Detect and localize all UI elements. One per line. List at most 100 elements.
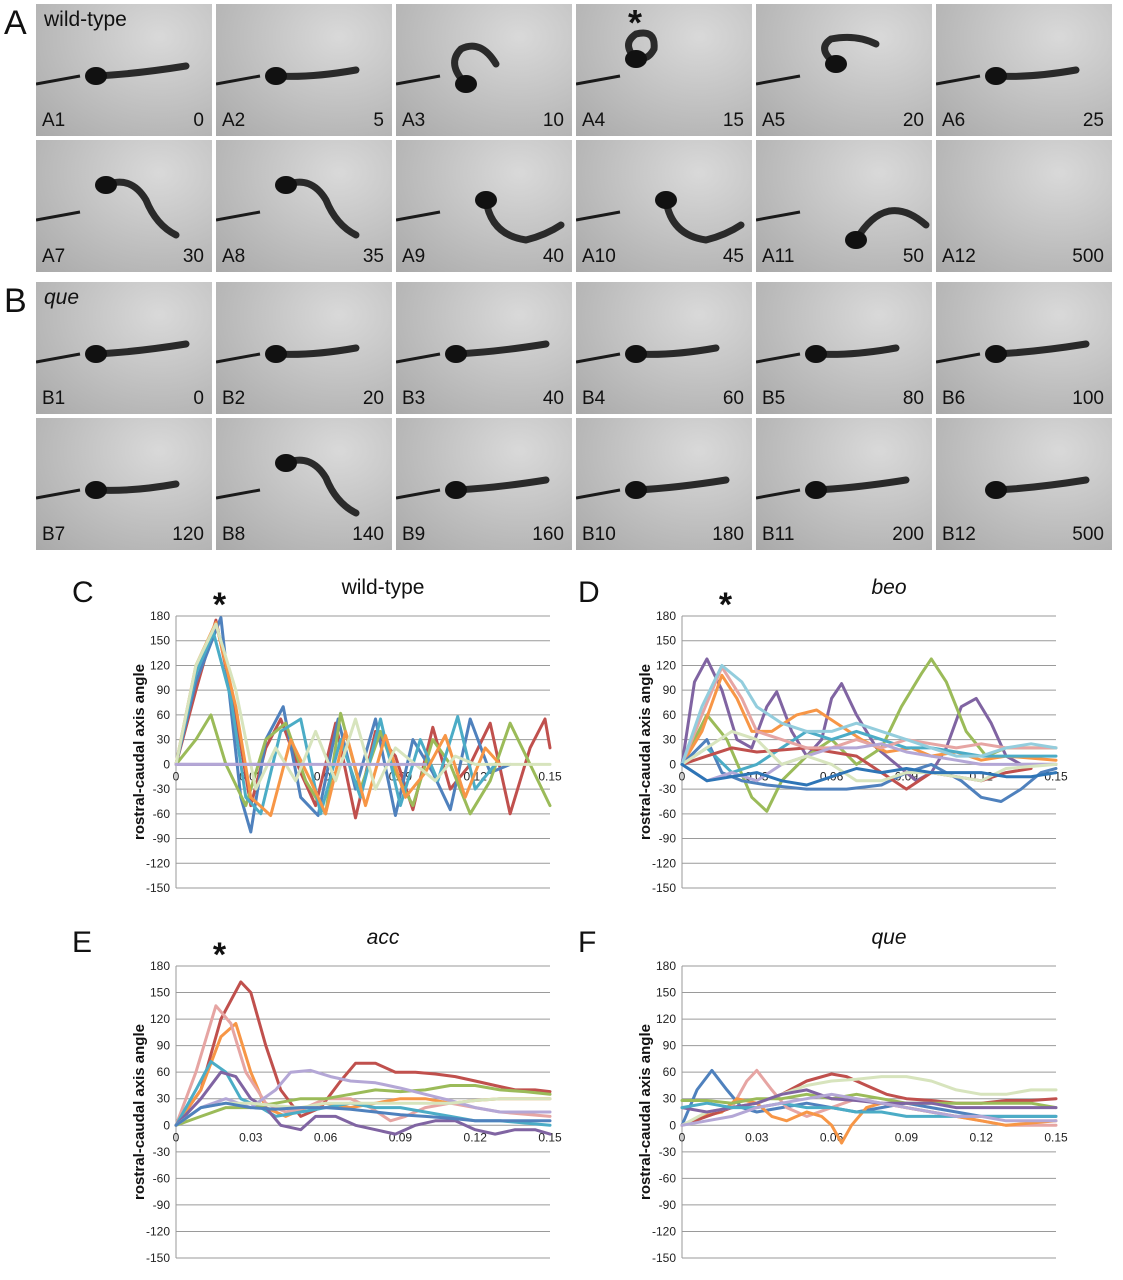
y-tick-label: -90 [153, 832, 171, 846]
frame-time: 5 [373, 110, 384, 131]
y-tick-label: 30 [157, 733, 171, 747]
fish-image [396, 340, 550, 364]
frame-time: 20 [362, 388, 384, 409]
y-tick-label: -150 [652, 881, 676, 895]
y-tick-label: 90 [157, 683, 171, 697]
series-line [174, 1084, 552, 1127]
series-line [680, 762, 1058, 787]
fish-head [985, 481, 1007, 499]
probe-rod [756, 352, 801, 364]
fish-head [275, 454, 297, 472]
y-tick-label: -90 [153, 1198, 171, 1212]
y-tick-label: 0 [163, 757, 170, 771]
series-line [680, 729, 1058, 783]
frame-time: 200 [892, 524, 924, 545]
fish-body [821, 33, 880, 68]
y-tick-label: -120 [146, 856, 170, 870]
fish-image [36, 176, 180, 239]
y-tick-label: 120 [656, 1012, 676, 1026]
fish-body [852, 207, 930, 244]
fish-head [95, 176, 117, 194]
y-tick-label: -150 [146, 1251, 170, 1265]
fish-head [85, 481, 107, 499]
photo-frame: B11 200 [756, 418, 932, 550]
frame-label: A1 [42, 110, 66, 131]
frame-time: 45 [722, 246, 744, 267]
y-tick-label: -120 [652, 1224, 676, 1238]
frame-label: B4 [582, 388, 606, 409]
chart-title: beo [871, 576, 906, 599]
frame-label: B5 [762, 388, 786, 409]
y-tick-label: 60 [157, 1065, 171, 1079]
fish-image [396, 476, 550, 500]
fish-image [576, 344, 720, 364]
fish-head [805, 345, 827, 363]
series-line [174, 631, 497, 816]
frame-time: 30 [182, 246, 204, 267]
frame-time: 20 [902, 110, 924, 131]
frame-time: 80 [902, 388, 924, 409]
frame-label: B6 [942, 388, 966, 409]
y-tick-label: 60 [663, 1065, 677, 1079]
y-tick-label: 150 [150, 634, 170, 648]
frame-label: A10 [582, 246, 616, 267]
frame-label: B12 [942, 524, 976, 545]
fish-body [992, 340, 1090, 358]
y-tick-label: 180 [656, 609, 676, 623]
y-tick-label: 180 [150, 609, 170, 623]
frame-time: 140 [352, 524, 384, 545]
y-tick-label: -60 [659, 807, 677, 821]
photo-frame: B12 500 [936, 418, 1112, 550]
photo-frame: A6 25 [936, 4, 1112, 136]
frame-time: 10 [542, 110, 564, 131]
photo-frame: B7 120 [36, 418, 212, 550]
fish-body [102, 178, 180, 239]
y-tick-label: 30 [663, 733, 677, 747]
y-tick-label: 120 [150, 658, 170, 672]
probe-rod [36, 74, 81, 86]
fish-head [985, 67, 1007, 85]
y-tick-label: -120 [146, 1224, 170, 1238]
photo-frame: B5 80 [756, 282, 932, 414]
y-axis-label: rostral-caudal axis angle [131, 664, 148, 840]
photo-frame: B2 20 [216, 282, 392, 414]
probe-rod [396, 74, 441, 86]
frame-time: 0 [193, 110, 204, 131]
fish-image [576, 191, 745, 244]
y-tick-label: -60 [659, 1171, 677, 1185]
frame-time: 500 [1072, 246, 1104, 267]
probe-rod [756, 74, 801, 86]
frame-time: 15 [722, 110, 744, 131]
x-tick-label: 0 [173, 1130, 180, 1144]
frame-label: A9 [402, 246, 426, 267]
series-line [680, 664, 1058, 766]
fish-body [812, 476, 910, 494]
probe-rod [576, 352, 621, 364]
photo-frame: B3 40 [396, 282, 572, 414]
probe-rod [36, 210, 81, 222]
series-line [680, 665, 1058, 766]
fish-head [805, 481, 827, 499]
probe-rod [756, 210, 801, 222]
fish-image [756, 33, 880, 86]
y-tick-label: -150 [652, 1251, 676, 1265]
y-tick-label: -30 [659, 782, 677, 796]
fish-image [396, 42, 500, 93]
fish-body [92, 480, 180, 494]
x-tick-label: 0.03 [239, 1130, 263, 1144]
y-tick-label: -60 [153, 1171, 171, 1185]
x-tick-label: 0.12 [970, 1130, 994, 1144]
probe-rod [396, 352, 441, 364]
frame-time: 40 [542, 388, 564, 409]
y-axis-label: rostral-caudal axis angle [131, 1024, 148, 1200]
asterisk-marker: * [719, 586, 733, 624]
fish-head [445, 481, 467, 499]
fish-image [36, 340, 190, 364]
y-tick-label: 180 [150, 959, 170, 973]
fish-image [756, 344, 900, 364]
photo-frame: B6 100 [936, 282, 1112, 414]
fish-image [36, 62, 190, 86]
photo-frame: A2 5 [216, 4, 392, 136]
frame-time: 0 [193, 388, 204, 409]
